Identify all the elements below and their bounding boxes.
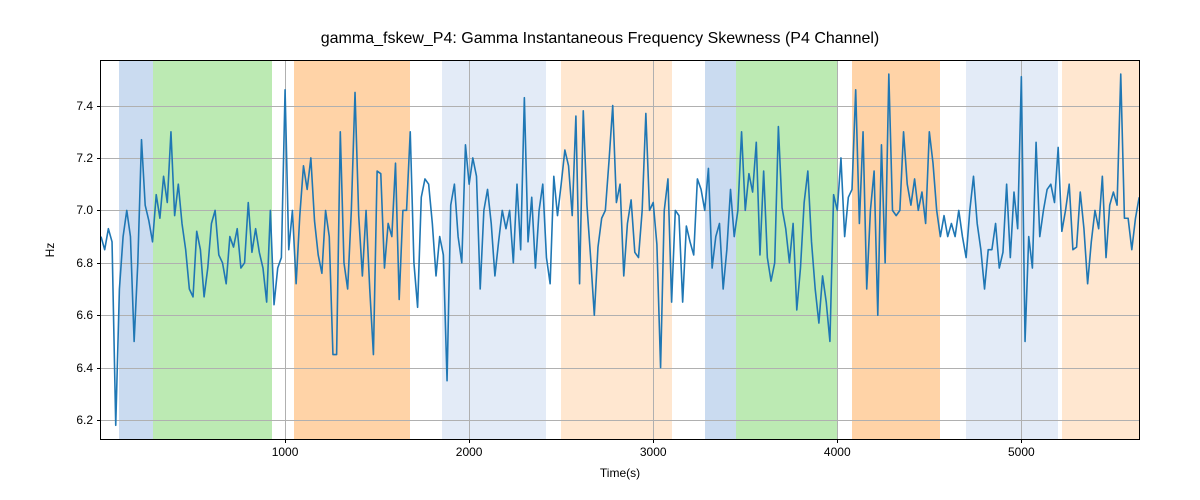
y-tick-mark xyxy=(97,420,101,421)
figure: gamma_fskew_P4: Gamma Instantaneous Freq… xyxy=(0,0,1200,500)
x-tick-mark xyxy=(837,439,838,443)
y-tick-mark xyxy=(97,315,101,316)
x-axis-label: Time(s) xyxy=(600,466,640,480)
line-layer xyxy=(101,61,1139,439)
data-line xyxy=(101,74,1139,425)
x-tick-mark xyxy=(469,439,470,443)
y-tick-mark xyxy=(97,158,101,159)
x-tick-mark xyxy=(1021,439,1022,443)
x-tick-mark xyxy=(653,439,654,443)
chart-title: gamma_fskew_P4: Gamma Instantaneous Freq… xyxy=(0,30,1200,48)
y-tick-mark xyxy=(97,106,101,107)
plot-axes: 6.26.46.66.87.07.27.41000200030004000500… xyxy=(100,60,1140,440)
y-tick-mark xyxy=(97,368,101,369)
y-tick-mark xyxy=(97,263,101,264)
x-tick-mark xyxy=(285,439,286,443)
plot-area xyxy=(101,61,1139,439)
y-tick-mark xyxy=(97,210,101,211)
y-axis-label: Hz xyxy=(43,243,57,258)
